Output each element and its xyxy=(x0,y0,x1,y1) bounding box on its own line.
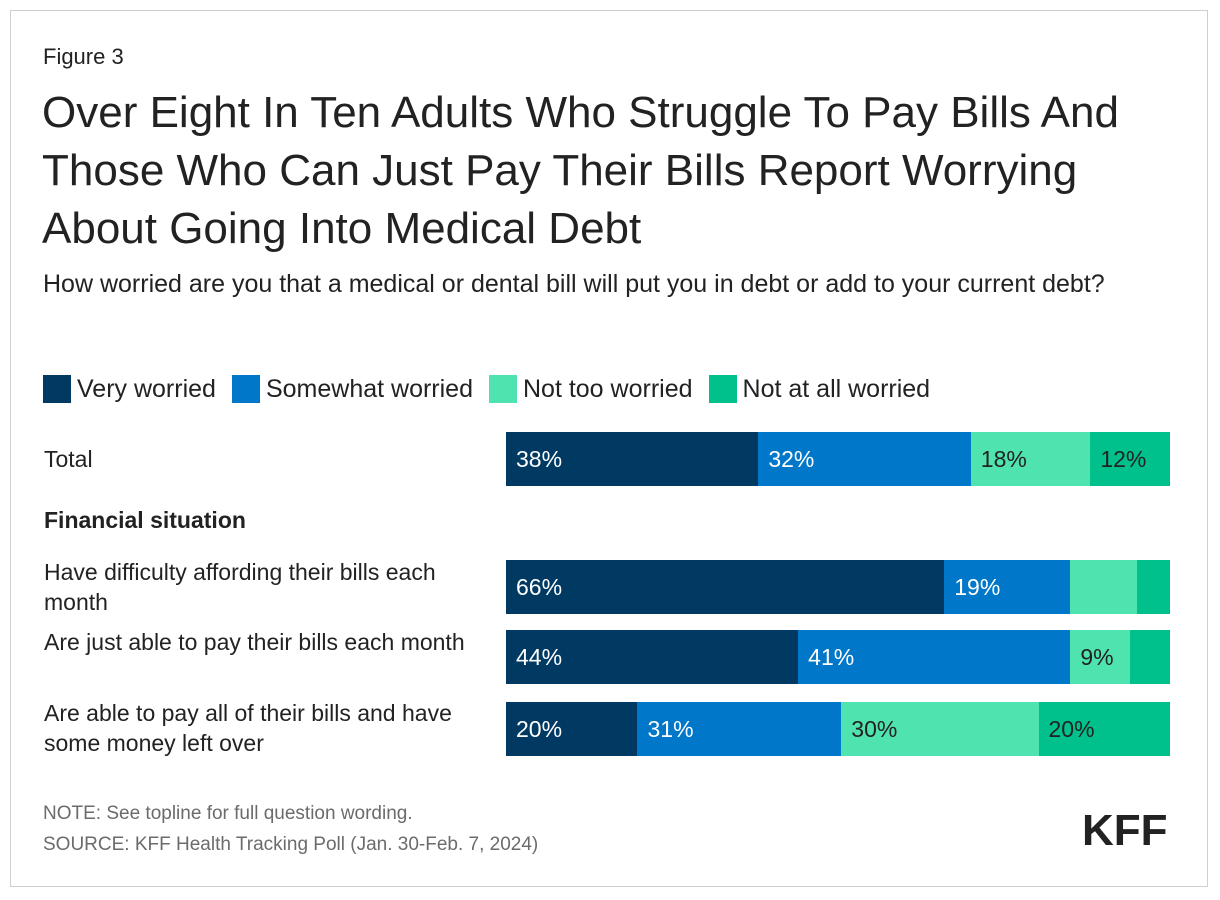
bar-segment-not-too-worried xyxy=(841,702,1039,756)
legend-label: Not too worried xyxy=(522,374,693,403)
bar-segment-not-too-worried xyxy=(970,432,1091,486)
legend: Very worried Somewhat worried Not too wo… xyxy=(43,373,946,405)
bar-segment-very-worried xyxy=(506,702,638,756)
data-label: 32% xyxy=(768,446,815,472)
legend-item-not-too-worried: Not too worried xyxy=(488,374,693,404)
legend-item-not-at-all-worried: Not at all worried xyxy=(708,374,931,404)
source-text: SOURCE: KFF Health Tracking Poll (Jan. 3… xyxy=(43,834,539,855)
bar-segment-not-at-all-worried xyxy=(1136,560,1171,614)
data-label: 18% xyxy=(980,446,1027,472)
kff-logo: KFF xyxy=(1082,806,1168,855)
data-label: 38% xyxy=(516,446,563,472)
bar-segment-somewhat-worried xyxy=(944,560,1071,614)
legend-label: Not at all worried xyxy=(742,374,931,403)
chart-subtitle: How worried are you that a medical or de… xyxy=(43,270,1105,298)
data-label: 41% xyxy=(808,644,855,670)
category-label-money-left: Are able to pay all of their bills and h… xyxy=(44,700,452,756)
legend-swatch xyxy=(708,375,737,403)
group-heading: Financial situation xyxy=(44,507,246,533)
bar-segment-not-at-all-worried xyxy=(1038,702,1171,756)
category-label-total: Total xyxy=(44,446,93,472)
data-label: 19% xyxy=(954,574,1001,600)
bar-segment-not-too-worried xyxy=(1070,560,1138,614)
data-label: 20% xyxy=(516,716,563,742)
note-text: NOTE: See topline for full question word… xyxy=(43,803,413,824)
legend-swatch xyxy=(488,375,517,403)
bar-segment-not-at-all-worried xyxy=(1090,432,1171,486)
legend-item-somewhat-worried: Somewhat worried xyxy=(231,374,473,404)
legend-swatch xyxy=(43,375,71,403)
bar-segment-somewhat-worried xyxy=(798,630,1071,684)
bar-segment-somewhat-worried xyxy=(758,432,972,486)
category-label-just-able: Are just able to pay their bills each mo… xyxy=(44,629,465,655)
data-label: 20% xyxy=(1048,716,1095,742)
figure-label: Figure 3 xyxy=(43,44,124,69)
category-label-difficulty: Have difficulty affording their bills ea… xyxy=(44,559,436,615)
bar-segment-very-worried xyxy=(506,432,759,486)
bar-segment-very-worried xyxy=(506,630,799,684)
bar-segment-very-worried xyxy=(506,560,945,614)
data-label: 30% xyxy=(851,716,898,742)
figure-frame xyxy=(10,10,1208,887)
data-label: 9% xyxy=(1080,644,1114,670)
legend-item-very-worried: Very worried xyxy=(43,375,216,404)
bar-segment-not-at-all-worried xyxy=(1130,630,1171,684)
data-label: 66% xyxy=(516,574,563,600)
legend-label: Somewhat worried xyxy=(265,374,473,403)
data-label: 44% xyxy=(516,644,563,670)
chart-title: Over Eight In Ten Adults Who Struggle To… xyxy=(42,88,1119,253)
bar-segment-somewhat-worried xyxy=(637,702,842,756)
legend-label: Very worried xyxy=(77,374,216,403)
data-label: 12% xyxy=(1100,446,1147,472)
data-label: 31% xyxy=(647,716,694,742)
legend-swatch xyxy=(231,375,260,403)
bar-segment-not-too-worried xyxy=(1070,630,1131,684)
